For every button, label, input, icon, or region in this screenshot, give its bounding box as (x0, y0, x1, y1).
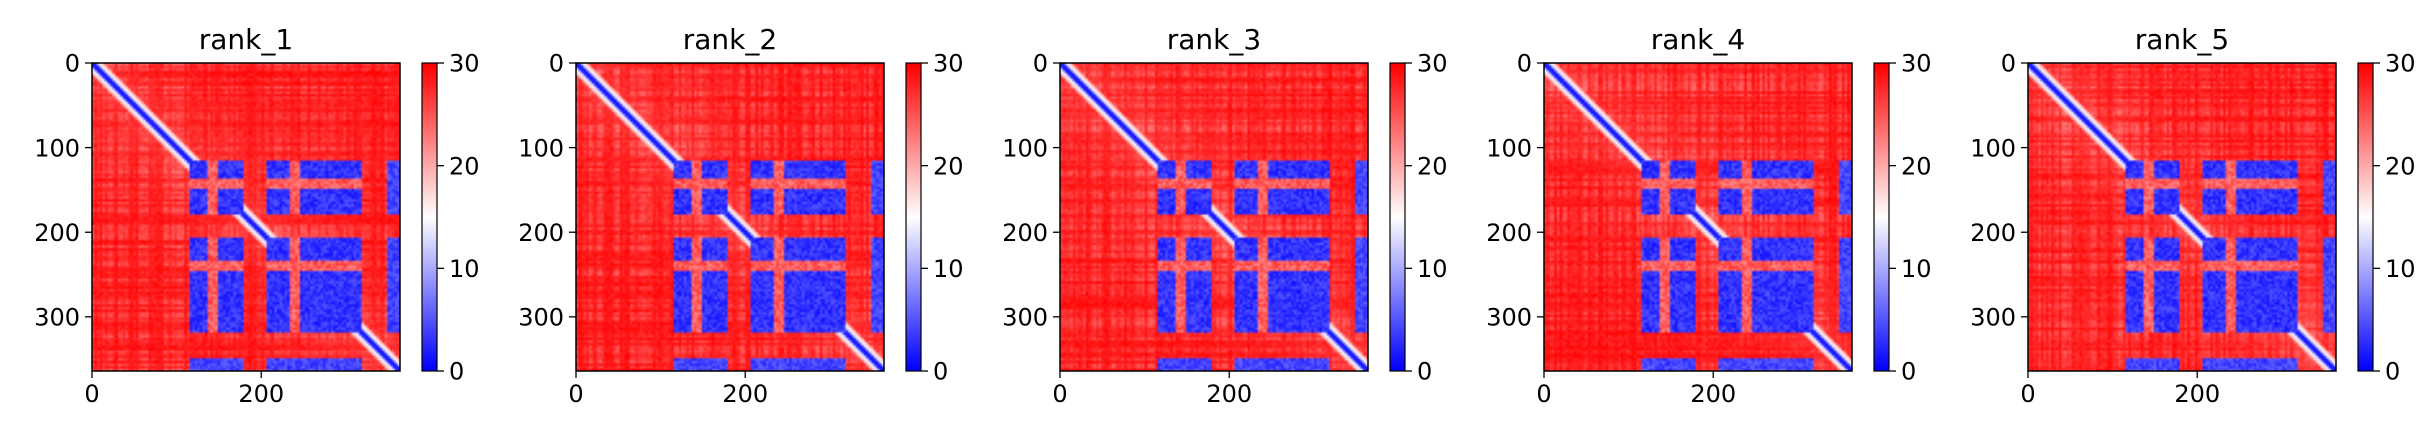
colorbar (2358, 63, 2373, 371)
colorbar (1390, 63, 1405, 371)
y-tick-label: 200 (1002, 219, 1048, 247)
plot-frame (575, 62, 885, 372)
y-tick-label: 100 (1486, 134, 1532, 162)
y-tick-label: 300 (518, 303, 564, 331)
colorbar-tick-label: 0 (933, 358, 948, 386)
x-tick-label: 0 (1052, 380, 1067, 408)
colorbar-tick-label: 10 (1417, 255, 1448, 283)
panel-title: rank_4 (1651, 23, 1745, 56)
heatmap-panel-5: rank_5 0 100 200 300 0 200 0 10 20 30 (1970, 23, 2415, 408)
heatmap-image (1060, 63, 1368, 371)
colorbar-tick-label: 10 (2385, 255, 2416, 283)
y-tick-label: 0 (2001, 50, 2016, 78)
heatmap-image (576, 63, 884, 371)
colorbar-tick-label: 10 (933, 255, 964, 283)
heatmap-panel-1: rank_1 0 100 200 300 0 200 0 10 20 30 (34, 23, 479, 408)
y-tick-label: 300 (1002, 303, 1048, 331)
colorbar (422, 63, 437, 371)
colorbar-frame (2357, 62, 2374, 372)
y-tick-label: 0 (549, 50, 564, 78)
x-tick-label: 0 (84, 380, 99, 408)
colorbar-frame (905, 62, 922, 372)
colorbar-tick-label: 20 (933, 152, 964, 180)
x-tick-label: 200 (238, 380, 284, 408)
heatmap-panel-4: rank_4 0 100 200 300 0 200 0 10 20 30 (1486, 23, 1931, 408)
colorbar-tick-label: 10 (1901, 255, 1932, 283)
panel-title: rank_1 (199, 23, 293, 56)
colorbar (1874, 63, 1889, 371)
y-tick-label: 0 (1517, 50, 1532, 78)
plot-frame (1543, 62, 1853, 372)
colorbar-tick-label: 30 (1901, 50, 1932, 78)
heatmap-panel-3: rank_3 0 100 200 300 0 200 0 10 20 30 (1002, 23, 1447, 408)
y-tick-label: 300 (34, 303, 80, 331)
x-tick-label: 200 (722, 380, 768, 408)
plot-frame (91, 62, 401, 372)
colorbar-tick-label: 20 (1901, 152, 1932, 180)
y-tick-label: 100 (1002, 134, 1048, 162)
heatmap-image (92, 63, 400, 371)
colorbar-tick-label: 30 (1417, 50, 1448, 78)
colorbar-frame (421, 62, 438, 372)
y-tick-label: 100 (518, 134, 564, 162)
y-tick-label: 200 (1970, 219, 2016, 247)
heatmap-image (2028, 63, 2336, 371)
colorbar-frame (1873, 62, 1890, 372)
colorbar-tick-label: 0 (1417, 358, 1432, 386)
colorbar-tick-label: 20 (1417, 152, 1448, 180)
y-tick-label: 200 (518, 219, 564, 247)
colorbar-tick-label: 30 (933, 50, 964, 78)
colorbar-tick-label: 0 (2385, 358, 2400, 386)
colorbar-tick-label: 30 (2385, 50, 2416, 78)
y-tick-label: 200 (1486, 219, 1532, 247)
y-tick-label: 200 (34, 219, 80, 247)
panel-title: rank_2 (683, 23, 777, 56)
x-tick-label: 200 (1206, 380, 1252, 408)
heatmap-image (1544, 63, 1852, 371)
panel-title: rank_3 (1167, 23, 1261, 56)
colorbar-tick-label: 30 (449, 50, 480, 78)
y-tick-label: 300 (1486, 303, 1532, 331)
colorbar-tick-label: 10 (449, 255, 480, 283)
y-tick-label: 0 (1033, 50, 1048, 78)
x-tick-label: 0 (568, 380, 583, 408)
colorbar-tick-label: 20 (449, 152, 480, 180)
y-tick-label: 100 (1970, 134, 2016, 162)
x-tick-label: 0 (1536, 380, 1551, 408)
colorbar-tick-label: 20 (2385, 152, 2416, 180)
y-tick-label: 100 (34, 134, 80, 162)
plot-frame (2027, 62, 2337, 372)
y-tick-label: 0 (65, 50, 80, 78)
y-tick-label: 300 (1970, 303, 2016, 331)
x-tick-label: 200 (1690, 380, 1736, 408)
plot-frame (1059, 62, 1369, 372)
colorbar-tick-label: 0 (449, 358, 464, 386)
x-tick-label: 200 (2174, 380, 2220, 408)
colorbar (906, 63, 921, 371)
x-tick-label: 0 (2020, 380, 2035, 408)
panel-title: rank_5 (2135, 23, 2229, 56)
colorbar-frame (1389, 62, 1406, 372)
colorbar-tick-label: 0 (1901, 358, 1916, 386)
heatmap-panel-2: rank_2 0 100 200 300 0 200 0 10 20 30 (518, 23, 963, 408)
